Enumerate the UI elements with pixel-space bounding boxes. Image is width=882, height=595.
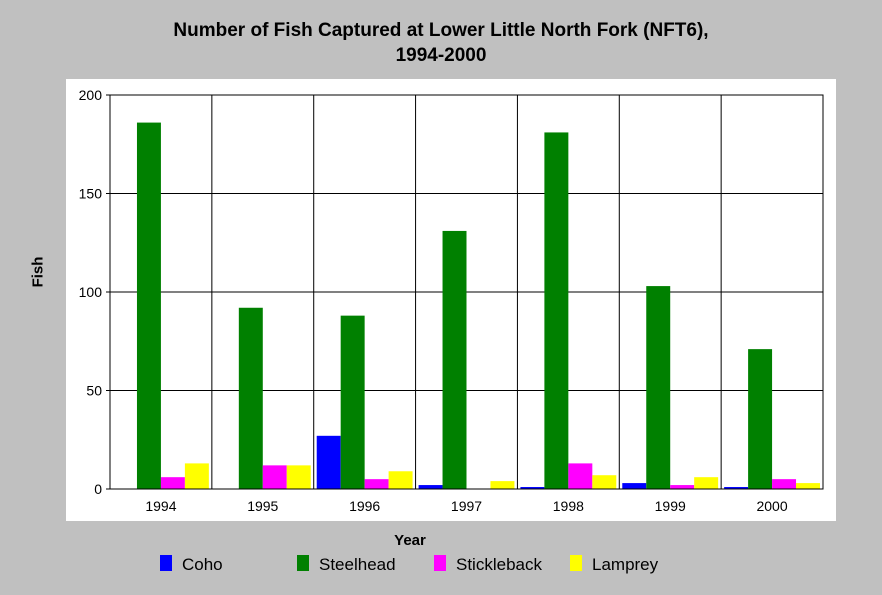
bar-lamprey-1997: [490, 481, 515, 489]
x-tick-label-1998: 1998: [553, 498, 584, 514]
y-tick-label: 150: [79, 186, 103, 202]
y-tick-label: 0: [94, 481, 102, 497]
legend-label: Stickleback: [456, 555, 542, 574]
bar-stickleback-1995: [262, 465, 287, 489]
bar-steelhead-1994: [136, 122, 161, 489]
x-tick-label-1996: 1996: [349, 498, 380, 514]
bar-steelhead-2000: [748, 349, 773, 489]
bar-lamprey-1994: [184, 463, 209, 489]
legend-label: Lamprey: [592, 555, 659, 574]
bar-lamprey-1999: [694, 477, 719, 489]
x-tick-label-1997: 1997: [451, 498, 482, 514]
bar-stickleback-1999: [670, 485, 695, 489]
x-axis-label-text: Year: [394, 532, 426, 549]
chart-title-line-1: Number of Fish Captured at Lower Little …: [173, 20, 709, 41]
legend-swatch: [297, 555, 309, 571]
bar-stickleback-1994: [160, 477, 185, 489]
chart-title-line-2: 1994-2000: [395, 45, 487, 66]
bar-lamprey-2000: [796, 483, 820, 489]
bar-lamprey-1996: [388, 471, 413, 489]
bar-stickleback-1996: [364, 479, 389, 489]
bar-lamprey-1998: [592, 475, 617, 489]
x-tick-label-1995: 1995: [247, 498, 278, 514]
x-tick-label-1994: 1994: [145, 498, 176, 514]
bar-steelhead-1996: [340, 315, 365, 489]
bar-coho-1997: [418, 485, 443, 489]
bar-steelhead-1999: [646, 286, 671, 489]
y-tick-label: 100: [79, 284, 103, 300]
bar-stickleback-2000: [772, 479, 797, 489]
y-tick-label: 50: [86, 383, 102, 399]
x-tick-label-2000: 2000: [756, 498, 787, 514]
legend-label: Steelhead: [319, 555, 396, 574]
bar-steelhead-1995: [238, 307, 263, 489]
bar-coho-1998: [520, 487, 545, 489]
bar-steelhead-1997: [442, 230, 467, 489]
bar-coho-1999: [622, 483, 647, 489]
bar-stickleback-1998: [568, 463, 593, 489]
bar-coho-2000: [724, 487, 749, 489]
y-tick-label: 200: [79, 87, 103, 103]
legend-swatch: [160, 555, 172, 571]
bar-steelhead-1998: [544, 132, 569, 489]
chart-title: Number of Fish Captured at Lower Little …: [0, 18, 882, 68]
y-axis-label: Fish: [29, 256, 47, 288]
legend-swatch: [434, 555, 446, 571]
x-tick-label-1999: 1999: [655, 498, 686, 514]
bar-lamprey-1995: [286, 465, 311, 489]
legend-label: Coho: [182, 555, 223, 574]
bar-coho-1996: [316, 435, 341, 489]
legend-swatch: [570, 555, 582, 571]
